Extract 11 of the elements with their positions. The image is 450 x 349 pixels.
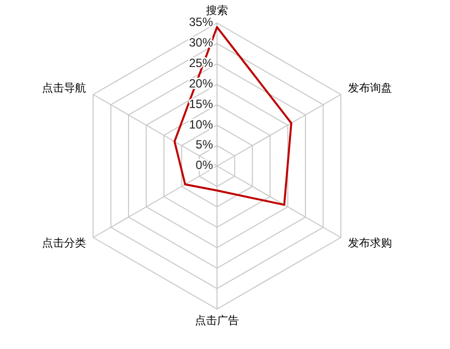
y-tick-label: 15% bbox=[188, 96, 214, 111]
spoke-label: 点击广告 bbox=[195, 314, 239, 327]
spoke-label: 点击导航 bbox=[42, 81, 86, 94]
spoke-label: 点击分类 bbox=[42, 236, 86, 250]
y-tick-label: 5% bbox=[196, 138, 214, 152]
y-tick-label: 10% bbox=[188, 117, 214, 132]
spoke-label: 发布询盘 bbox=[348, 82, 392, 94]
y-tick-label: 35% bbox=[188, 15, 214, 30]
spoke-label: 发布求购 bbox=[348, 236, 392, 250]
y-tick-label: 0% bbox=[196, 158, 214, 172]
spoke-label: 搜索 bbox=[206, 4, 228, 17]
